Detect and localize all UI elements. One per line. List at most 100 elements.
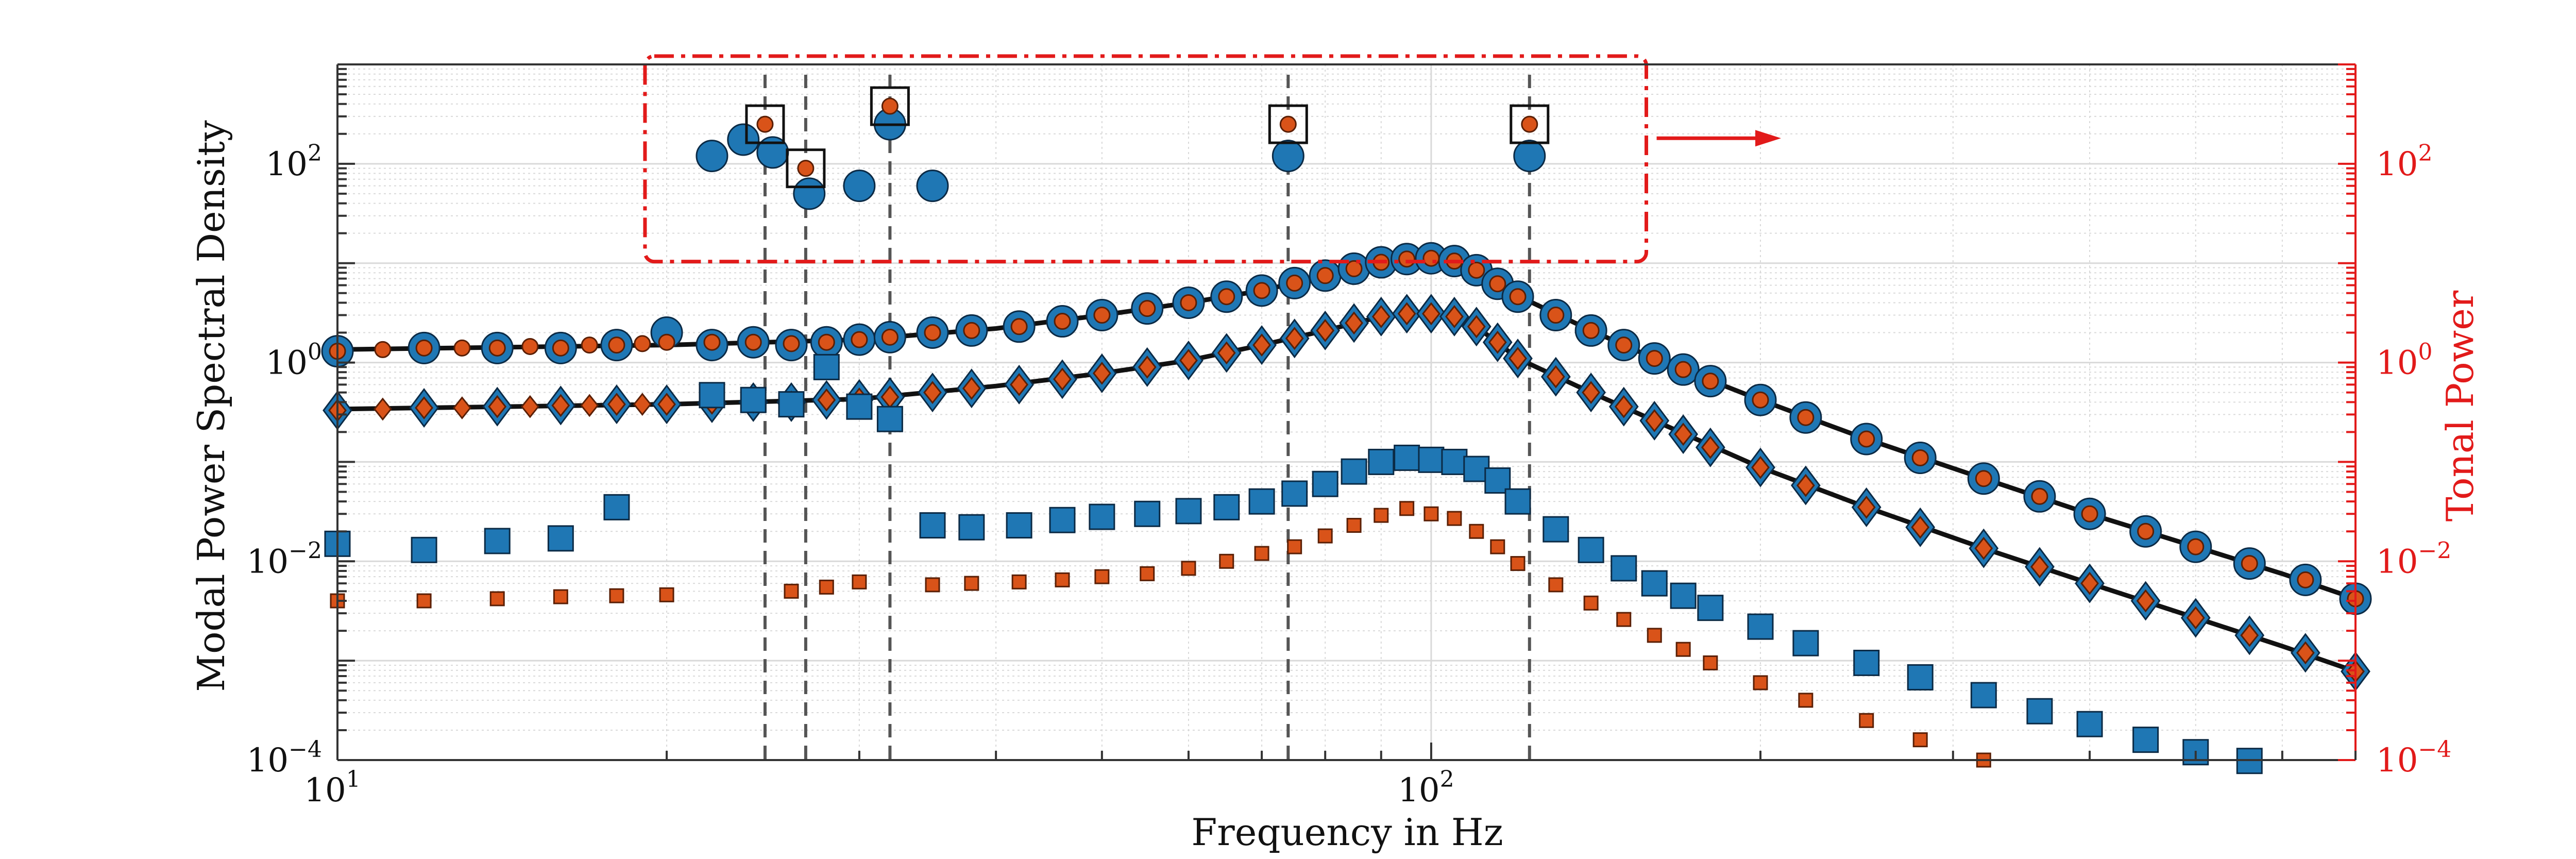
data-point: [1548, 577, 1564, 593]
data-point: [484, 528, 511, 554]
data-point: [1510, 556, 1526, 571]
data-point: [2030, 555, 2049, 579]
data-point: [580, 394, 599, 417]
data-point: [411, 536, 437, 563]
data-point: [744, 333, 762, 351]
data-point: [1975, 470, 1992, 487]
data-point: [1316, 267, 1334, 284]
data-point: [1697, 595, 1724, 621]
data-point: [2132, 727, 2159, 753]
data-point: [1317, 528, 1333, 544]
data-point: [581, 336, 598, 354]
data-point: [1647, 628, 1662, 643]
data-point: [2240, 624, 2259, 647]
data-point: [852, 574, 867, 589]
data-point: [1547, 307, 1565, 324]
data-point: [1422, 249, 1440, 267]
data-point: [1490, 539, 1505, 554]
data-point: [1272, 140, 1304, 173]
data-point: [1213, 494, 1240, 520]
data-point: [552, 339, 569, 357]
data-point: [1285, 327, 1304, 350]
data-point: [1248, 488, 1275, 515]
data-point: [1970, 682, 1997, 709]
data-point: [1468, 261, 1485, 279]
data-point: [1287, 539, 1302, 554]
data-point: [415, 396, 434, 419]
y-axis-title: Modal Power Spectral Density: [190, 120, 233, 692]
tonal-annotation: [643, 54, 1781, 264]
data-point: [1703, 655, 1718, 670]
data-point: [1006, 512, 1032, 539]
data-point: [2296, 641, 2315, 665]
data-point: [818, 333, 835, 351]
data-point: [1447, 511, 1462, 526]
data-point: [608, 336, 625, 354]
data-point: [1611, 555, 1637, 582]
data-point: [1399, 501, 1415, 516]
data-point: [374, 341, 392, 358]
data-point: [520, 395, 539, 418]
data-point: [1398, 250, 1416, 268]
y-tick-label: 102: [266, 140, 322, 183]
tonal-marker-box: [786, 148, 826, 189]
data-point: [1615, 336, 1633, 354]
data-point: [2241, 555, 2258, 572]
data-point: [1219, 553, 1234, 569]
data-point: [373, 397, 392, 421]
data-point: [1702, 373, 1719, 390]
data-point: [919, 512, 946, 539]
data-point: [1578, 536, 1604, 563]
data-point: [1582, 322, 1600, 339]
data-point: [1646, 350, 1663, 367]
data-point: [1752, 391, 1769, 409]
data-point: [2080, 571, 2099, 595]
data-point: [488, 395, 507, 418]
data-point: [2137, 523, 2155, 540]
data-point: [925, 577, 940, 593]
data-point: [1345, 260, 1363, 277]
data-point: [1641, 570, 1668, 597]
data-point: [843, 170, 876, 203]
data-point: [923, 381, 942, 405]
data-point: [634, 335, 651, 352]
x-tick-label: 101: [304, 766, 360, 810]
data-point: [1441, 448, 1468, 475]
data-point: [1751, 456, 1770, 479]
data-point: [521, 338, 539, 355]
series-small-circle-orange: [329, 249, 2364, 608]
y-tick-label: 10−4: [247, 736, 322, 780]
data-point: [1092, 361, 1111, 385]
data-point: [657, 393, 676, 416]
data-point: [1911, 449, 1929, 466]
data-point: [2081, 505, 2098, 523]
data-point: [1279, 115, 1297, 133]
data-point: [415, 339, 433, 357]
data-point: [881, 328, 899, 346]
data-point: [1368, 448, 1395, 475]
data-point: [452, 396, 471, 419]
data-point: [1054, 313, 1071, 330]
data-point: [553, 589, 568, 604]
data-point: [1423, 506, 1439, 521]
data-point: [1089, 503, 1115, 530]
data-point: [633, 393, 652, 416]
data-point: [1181, 561, 1196, 576]
data-point: [962, 377, 981, 400]
data-point: [1422, 302, 1440, 326]
data-point: [1489, 275, 1506, 293]
data-point: [489, 591, 505, 607]
data-point: [1974, 536, 1993, 560]
data-point: [1797, 409, 1815, 426]
data-point: [1616, 612, 1632, 627]
data-point: [1093, 307, 1111, 324]
data-point: [1312, 470, 1338, 497]
data-point: [1583, 595, 1599, 611]
data-point: [1798, 693, 1814, 708]
data-point: [1858, 430, 1875, 448]
data-point: [1397, 302, 1416, 326]
y-tick-label: 10−2: [247, 537, 322, 581]
data-point: [659, 587, 674, 602]
y-tick-right-label: 10−2: [2376, 537, 2451, 581]
